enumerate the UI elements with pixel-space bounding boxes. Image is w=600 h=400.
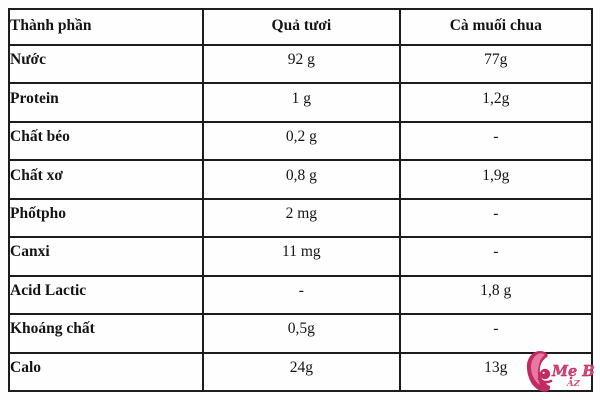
table-row-acid-lactic: Acid Lactic - 1,8 g: [7, 274, 594, 316]
value-pickled: -: [398, 236, 594, 277]
value-fresh: 1 g: [202, 82, 401, 123]
table-header: Thành phần Quả tươi Cà muối chua: [7, 8, 594, 46]
value-fresh: -: [202, 274, 401, 316]
value-pickled: -: [398, 120, 594, 162]
row-label: Canxi: [7, 236, 205, 277]
row-label: Protein: [7, 82, 205, 123]
table-row-photpho: Phốtpho 2 mg -: [7, 197, 594, 239]
row-label: Chất xơ: [7, 159, 205, 200]
value-fresh: 2 mg: [202, 197, 401, 239]
row-label: Khoáng chất: [7, 313, 205, 354]
value-pickled: -: [398, 197, 594, 239]
row-label: Nước: [7, 43, 205, 85]
column-header-thanh-phan: Thành phần: [7, 8, 205, 46]
table-row-calo: Calo 24g 13g: [7, 351, 594, 392]
value-fresh: 11 mg: [202, 236, 401, 277]
table-row-khoang-chat: Khoáng chất 0,5g -: [7, 313, 594, 354]
row-label: Phốtpho: [7, 197, 205, 239]
table-row-canxi: Canxi 11 mg -: [7, 236, 594, 277]
value-pickled: 13g: [398, 351, 594, 392]
value-fresh: 0,2 g: [202, 120, 401, 162]
value-fresh: 0,5g: [202, 313, 401, 354]
value-pickled: 77g: [398, 43, 594, 85]
nutrition-table: Thành phần Quả tươi Cà muối chua Nước 92…: [7, 8, 594, 392]
column-header-qua-tuoi: Quả tươi: [202, 8, 401, 46]
table-row-chat-beo: Chất béo 0,2 g -: [7, 120, 594, 162]
row-label: Chất béo: [7, 120, 205, 162]
row-label: Acid Lactic: [7, 274, 205, 316]
column-header-ca-muoi-chua: Cà muối chua: [398, 8, 594, 46]
header-row: Thành phần Quả tươi Cà muối chua: [7, 8, 594, 46]
row-label: Calo: [7, 351, 205, 392]
value-pickled: -: [398, 313, 594, 354]
table-body: Nước 92 g 77g Protein 1 g 1,2g Chất béo …: [7, 43, 594, 392]
value-fresh: 92 g: [202, 43, 401, 85]
value-fresh: 0,8 g: [202, 159, 401, 200]
value-fresh: 24g: [202, 351, 401, 392]
table-row-nuoc: Nước 92 g 77g: [7, 43, 594, 85]
value-pickled: 1,2g: [398, 82, 594, 123]
table-row-chat-xo: Chất xơ 0,8 g 1,9g: [7, 159, 594, 200]
value-pickled: 1,9g: [398, 159, 594, 200]
table-row-protein: Protein 1 g 1,2g: [7, 82, 594, 123]
value-pickled: 1,8 g: [398, 274, 594, 316]
